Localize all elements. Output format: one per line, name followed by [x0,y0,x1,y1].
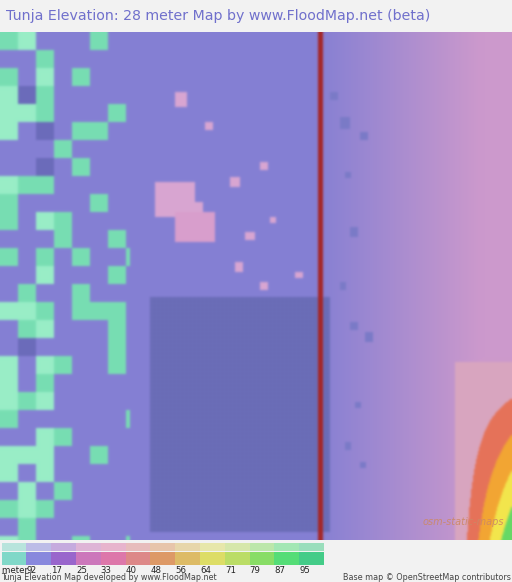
Bar [76,552,101,565]
Bar [200,544,225,551]
Bar [175,552,200,565]
Bar [250,544,274,551]
Text: osm-static-maps: osm-static-maps [423,517,504,527]
Bar [175,544,200,551]
Text: 25: 25 [76,566,87,576]
Text: 87: 87 [274,566,286,576]
Text: 64: 64 [200,566,211,576]
Bar [151,552,175,565]
Bar [200,552,225,565]
Bar [274,552,300,565]
Bar [101,552,125,565]
Text: 17: 17 [51,566,62,576]
Bar [51,552,76,565]
Bar [76,544,101,551]
Bar [225,552,250,565]
Text: 48: 48 [151,566,161,576]
Bar [300,544,324,551]
Bar [151,544,175,551]
Text: 95: 95 [300,566,310,576]
Bar [51,544,76,551]
Bar [125,544,151,551]
Text: 33: 33 [101,566,112,576]
Bar [274,544,300,551]
Bar [26,544,51,551]
Text: 71: 71 [225,566,236,576]
Text: Tunja Elevation: 28 meter Map by www.FloodMap.net (beta): Tunja Elevation: 28 meter Map by www.Flo… [6,9,431,23]
Bar [125,552,151,565]
Bar [300,552,324,565]
Text: 56: 56 [175,566,186,576]
Text: meter 2: meter 2 [2,566,36,576]
Text: Tunja Elevation Map developed by www.FloodMap.net: Tunja Elevation Map developed by www.Flo… [2,573,217,581]
Text: 79: 79 [250,566,261,576]
Text: 9: 9 [26,566,32,576]
Bar [2,544,26,551]
Text: 40: 40 [125,566,137,576]
Bar [225,544,250,551]
Bar [101,544,125,551]
Text: Base map © OpenStreetMap contributors: Base map © OpenStreetMap contributors [343,573,510,581]
Bar [250,552,274,565]
Bar [2,552,26,565]
Bar [26,552,51,565]
